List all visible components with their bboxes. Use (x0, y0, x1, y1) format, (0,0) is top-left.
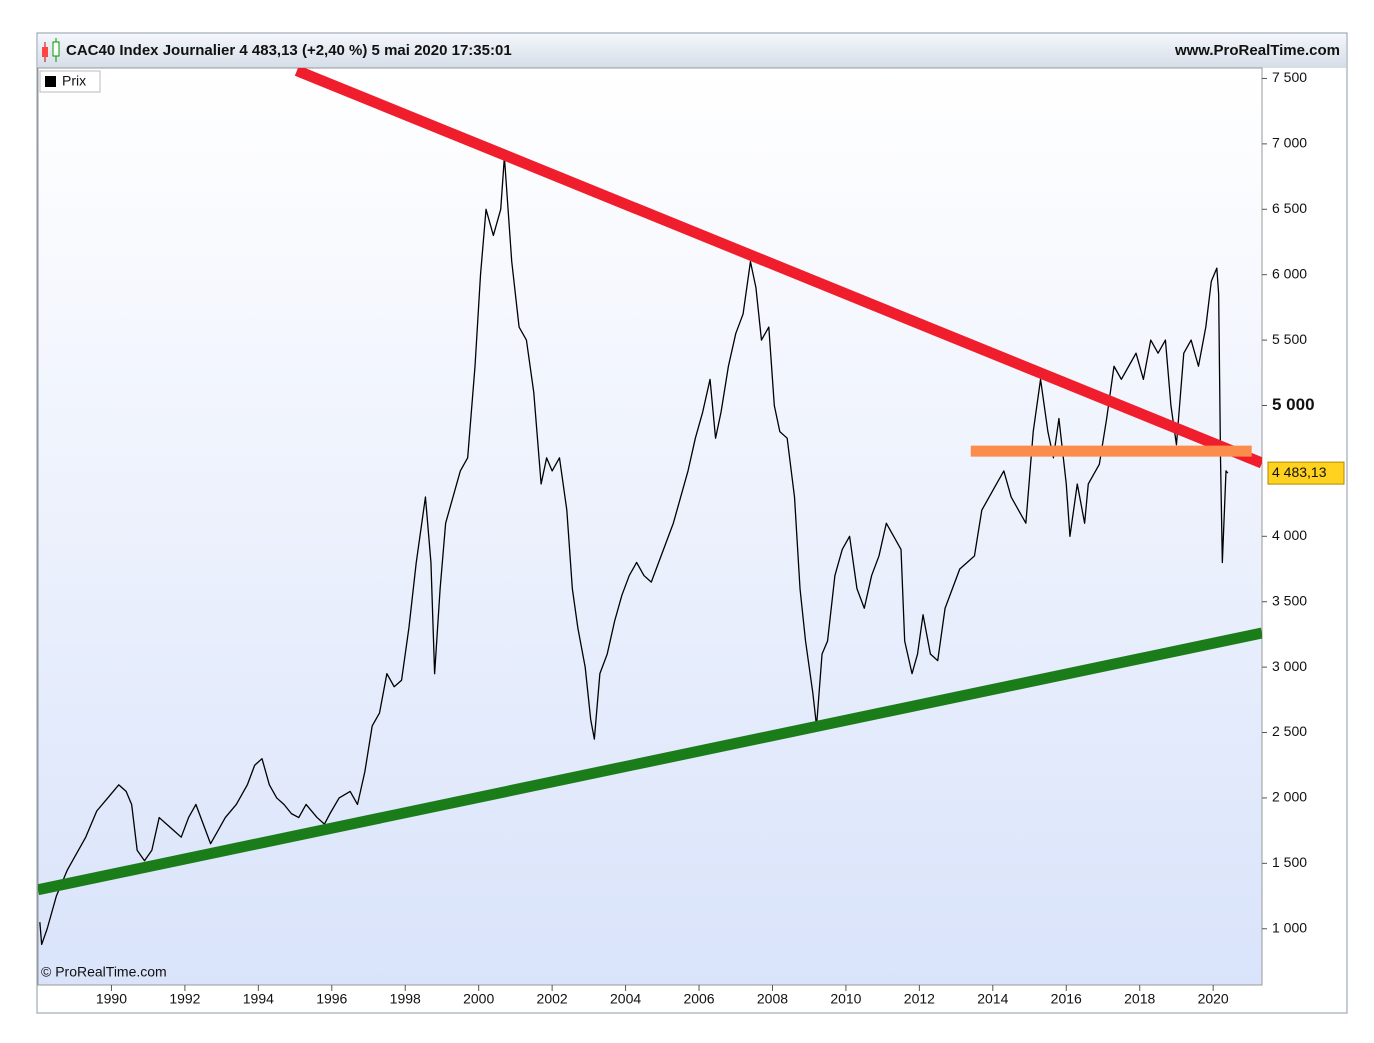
y-tick-label: 1 500 (1272, 854, 1307, 870)
header (38, 34, 1346, 68)
y-tick-label: 2 000 (1272, 789, 1307, 805)
last-value-label: 4 483,13 (1272, 464, 1327, 480)
x-tick-label: 1998 (390, 991, 421, 1007)
x-tick-label: 2006 (683, 991, 714, 1007)
y-tick-label: 1 000 (1272, 919, 1307, 935)
y-tick-label: 7 500 (1272, 69, 1307, 85)
legend-label: Prix (62, 73, 86, 89)
x-tick-label: 2018 (1124, 991, 1155, 1007)
last-value-box (1267, 461, 1345, 485)
x-tick-label: 1994 (243, 991, 274, 1007)
x-tick-label: 1996 (316, 991, 347, 1007)
y-tick-label: 7 000 (1272, 135, 1307, 151)
x-tick-label: 2016 (1051, 991, 1082, 1007)
x-tick-label: 1992 (169, 991, 200, 1007)
copyright: © ProRealTime.com (41, 964, 167, 980)
trend-line (38, 627, 1262, 896)
header-icon (42, 38, 60, 62)
x-tick-label: 2014 (977, 991, 1008, 1007)
x-tick-label: 1990 (96, 991, 127, 1007)
x-tick-label: 2012 (904, 991, 935, 1007)
y-tick-label: 3 500 (1272, 592, 1307, 608)
plot-area (37, 67, 1263, 986)
y-tick-label: 2 500 (1272, 723, 1307, 739)
price-line (39, 156, 1229, 946)
y-tick-label: 6 500 (1272, 200, 1307, 216)
x-tick-label: 2000 (463, 991, 494, 1007)
trend-line (294, 68, 1262, 469)
legend-swatch (45, 76, 56, 87)
y-tick-label: 4 000 (1272, 527, 1307, 543)
x-tick-label: 2004 (610, 991, 641, 1007)
x-tick-label: 2020 (1198, 991, 1229, 1007)
x-tick-label: 2002 (537, 991, 568, 1007)
y-tick-label: 5 500 (1272, 331, 1307, 347)
y-tick-label: 6 000 (1272, 265, 1307, 281)
x-tick-label: 2008 (757, 991, 788, 1007)
y-tick-label: 3 000 (1272, 658, 1307, 674)
y-tick-label: 5 000 (1272, 395, 1315, 414)
x-tick-label: 2010 (830, 991, 861, 1007)
chart-title: CAC40 Index Journalier 4 483,13 (+2,40 %… (66, 42, 512, 59)
source: www.ProRealTime.com (1174, 42, 1340, 59)
